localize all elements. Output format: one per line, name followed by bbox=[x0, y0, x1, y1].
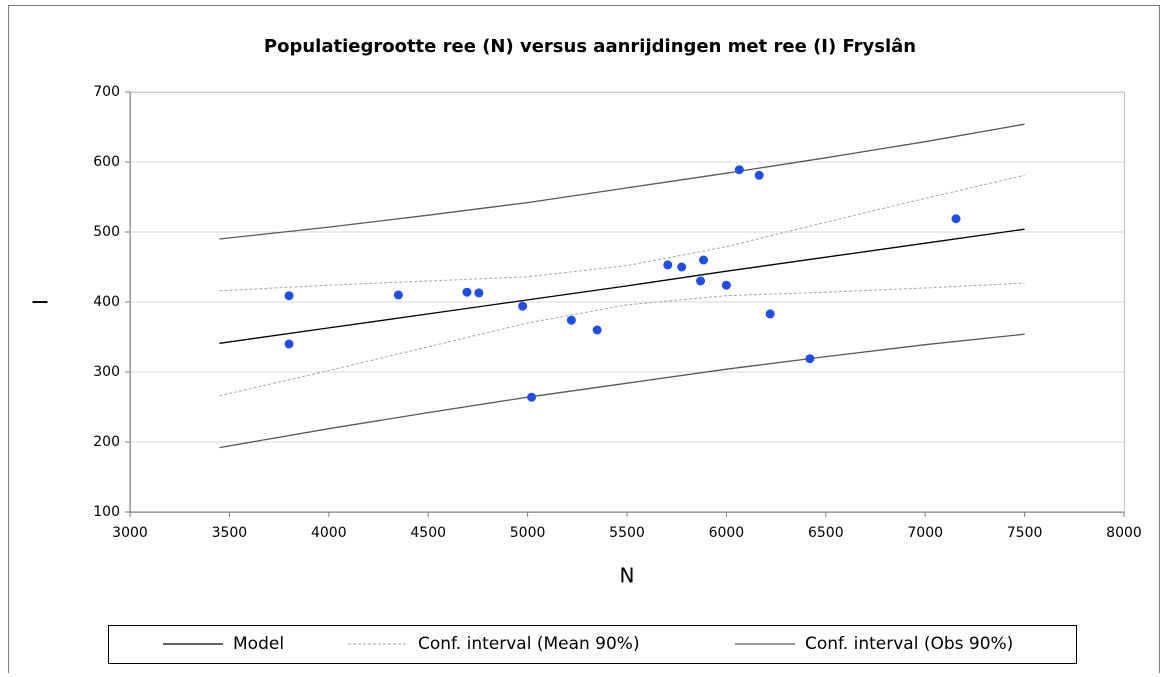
y-tick-label: 200 bbox=[93, 434, 120, 450]
x-tick-label: 6500 bbox=[808, 525, 844, 541]
x-tick-label: 6000 bbox=[709, 525, 745, 541]
x-axis-title: N bbox=[620, 564, 635, 588]
chart-border bbox=[8, 5, 1160, 677]
series-line bbox=[219, 228, 1025, 344]
data-point bbox=[663, 260, 673, 270]
series-line bbox=[219, 174, 1025, 292]
x-tick-label: 3500 bbox=[212, 525, 248, 541]
data-point bbox=[566, 315, 576, 325]
data-point bbox=[721, 280, 731, 290]
x-tick-label: 8000 bbox=[1106, 525, 1142, 541]
y-tick-label: 600 bbox=[93, 154, 120, 170]
y-tick-label: 500 bbox=[93, 224, 120, 240]
series-line bbox=[219, 123, 1025, 240]
data-point bbox=[699, 255, 709, 265]
data-point bbox=[677, 262, 687, 272]
x-tick-label: 4500 bbox=[410, 525, 446, 541]
data-point bbox=[474, 288, 484, 298]
legend bbox=[108, 625, 1077, 664]
y-tick-label: 100 bbox=[93, 504, 120, 520]
data-point bbox=[754, 170, 764, 180]
data-point bbox=[951, 214, 961, 224]
legend-label: Model bbox=[233, 634, 284, 654]
data-point bbox=[765, 309, 775, 319]
data-point bbox=[734, 165, 744, 175]
data-point bbox=[527, 392, 537, 402]
data-point bbox=[696, 276, 706, 286]
x-tick-label: 5000 bbox=[510, 525, 546, 541]
data-point bbox=[805, 354, 815, 364]
x-tick-label: 7000 bbox=[907, 525, 943, 541]
data-point bbox=[592, 325, 602, 335]
legend-label: Conf. interval (Mean 90%) bbox=[418, 634, 640, 654]
y-tick-label: 700 bbox=[93, 84, 120, 100]
x-tick-label: 3000 bbox=[112, 525, 148, 541]
series-line bbox=[219, 282, 1025, 397]
data-point bbox=[284, 291, 294, 301]
y-tick-label: 400 bbox=[93, 294, 120, 310]
y-tick-label: 300 bbox=[93, 364, 120, 380]
series-line bbox=[219, 333, 1025, 449]
legend-label: Conf. interval (Obs 90%) bbox=[805, 634, 1013, 654]
x-tick-label: 7500 bbox=[1007, 525, 1043, 541]
y-axis-title: I bbox=[29, 299, 53, 305]
data-point bbox=[393, 290, 403, 300]
x-tick-label: 5500 bbox=[609, 525, 645, 541]
x-tick-label: 4000 bbox=[311, 525, 347, 541]
data-point bbox=[462, 287, 472, 297]
chart-title: Populatiegrootte ree (N) versus aanrijdi… bbox=[264, 36, 916, 57]
data-point bbox=[518, 301, 528, 311]
data-point bbox=[284, 339, 294, 349]
